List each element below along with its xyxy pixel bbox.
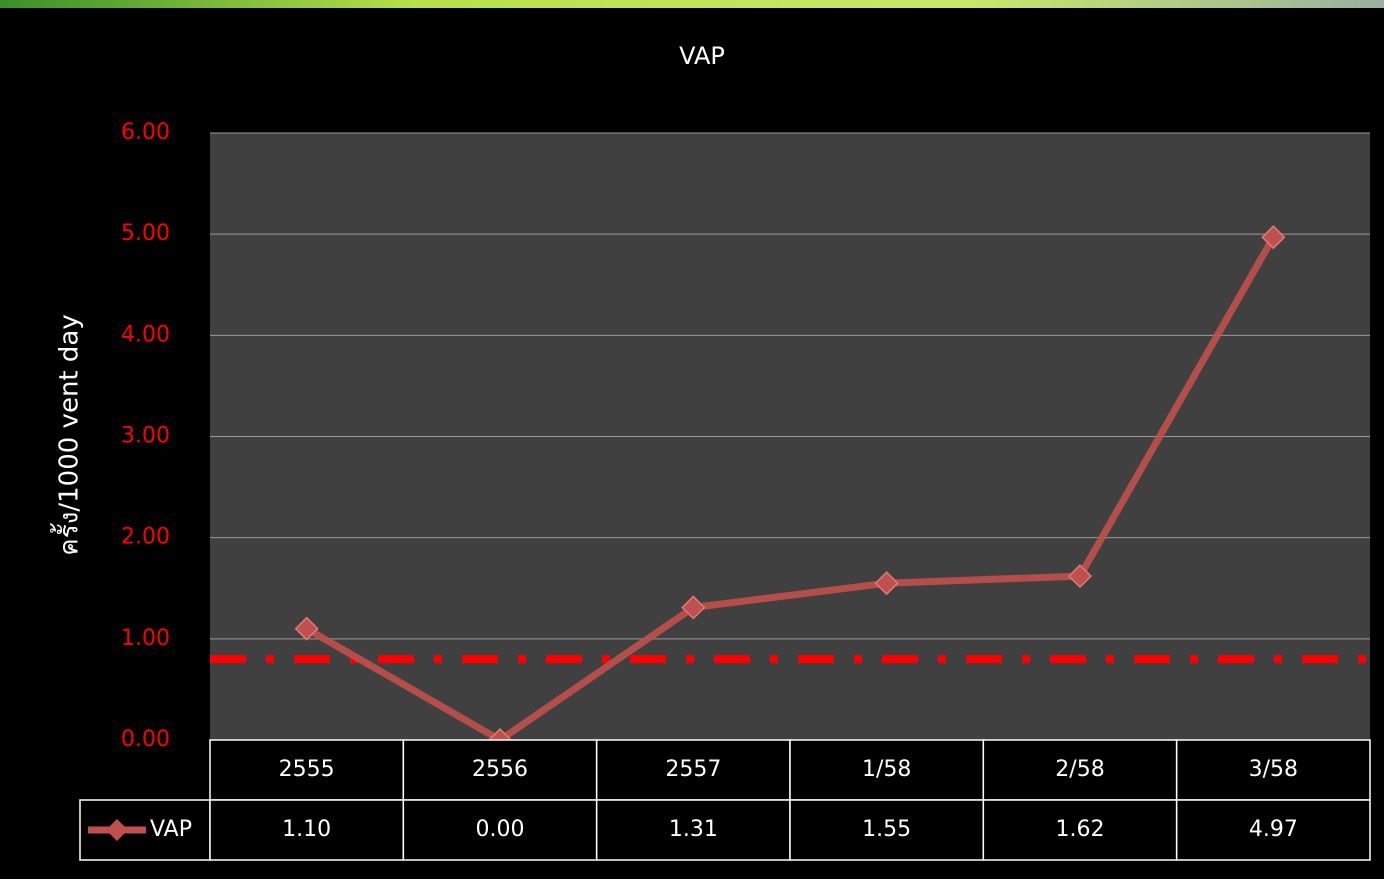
- x-tick-label: 1/58: [862, 757, 911, 782]
- y-tick-label: 3.00: [121, 424, 170, 449]
- table-cell: [789, 739, 985, 801]
- y-tick-label: 0.00: [121, 727, 170, 752]
- legend-marker: [106, 819, 128, 841]
- x-tick-label: 3/58: [1249, 757, 1298, 782]
- table-cell: [1175, 739, 1371, 801]
- table-cell: [402, 799, 598, 861]
- table-cell: [209, 799, 405, 861]
- y-tick-label: 4.00: [121, 322, 170, 347]
- data-label: 1.62: [1056, 817, 1105, 842]
- table-cell: [789, 799, 985, 861]
- chart-title: VAP: [679, 42, 725, 70]
- y-tick-label: 6.00: [121, 120, 170, 145]
- marker: [1067, 564, 1093, 589]
- table-cell: [1175, 799, 1371, 861]
- data-label: 1.55: [862, 817, 911, 842]
- data-label: 4.97: [1249, 817, 1298, 842]
- table-cell: [595, 799, 791, 861]
- x-tick-label: 2555: [279, 757, 335, 782]
- data-label: 1.10: [282, 817, 331, 842]
- y-tick-label: 5.00: [121, 221, 170, 246]
- y-tick-label: 1.00: [121, 626, 170, 651]
- table-cell: [595, 739, 791, 801]
- top-band: [0, 0, 1384, 8]
- table-cell: [982, 739, 1178, 801]
- series-line: [304, 235, 1277, 744]
- y-tick-label: 2.00: [121, 525, 170, 550]
- table-cell: [402, 739, 598, 801]
- data-label: 0.00: [476, 817, 525, 842]
- data-label: 1.31: [669, 817, 718, 842]
- x-tick-label: 2557: [665, 757, 721, 782]
- x-tick-label: 2556: [472, 757, 528, 782]
- table-cell: [982, 799, 1178, 861]
- marker: [874, 571, 899, 596]
- x-tick-label: 2/58: [1055, 757, 1104, 782]
- marker: [294, 616, 319, 641]
- legend-label: VAP: [150, 817, 192, 842]
- marker: [681, 595, 706, 620]
- y-axis-title: ครั้ง/1000 vent day: [50, 314, 85, 555]
- marker: [1261, 225, 1286, 250]
